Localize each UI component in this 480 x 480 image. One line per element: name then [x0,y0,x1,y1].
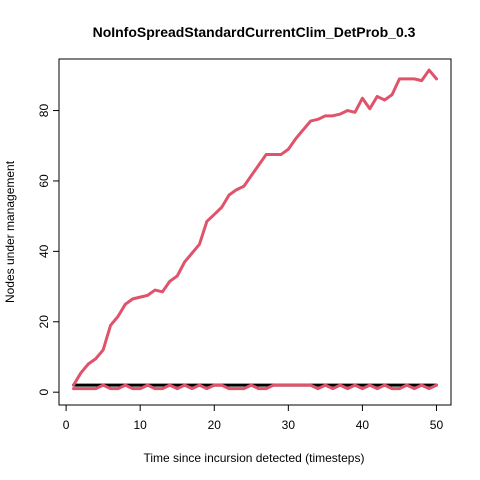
y-axis: 0 20 40 60 80 [37,104,59,396]
x-axis-label: Time since incursion detected (timesteps… [144,451,365,465]
series-line-2 [72,383,438,391]
chart-title: NoInfoSpreadStandardCurrentClim_DetProb_… [93,24,416,40]
plot-frame [58,58,452,406]
series-layer [72,68,438,391]
y-tick-label: 0 [37,389,51,396]
series-line-3 [72,68,438,387]
x-tick-label: 0 [63,418,70,432]
x-axis: 0 10 20 30 40 50 [63,405,444,432]
y-tick-label: 20 [37,315,51,329]
x-tick-label: 10 [134,418,148,432]
x-tick-label: 40 [356,418,370,432]
y-tick-label: 40 [37,244,51,258]
x-tick-label: 20 [208,418,222,432]
x-tick-label: 30 [282,418,296,432]
y-axis-label: Nodes under management [3,160,17,303]
y-tick-label: 80 [37,104,51,118]
y-tick-label: 60 [37,174,51,188]
x-tick-label: 50 [430,418,444,432]
